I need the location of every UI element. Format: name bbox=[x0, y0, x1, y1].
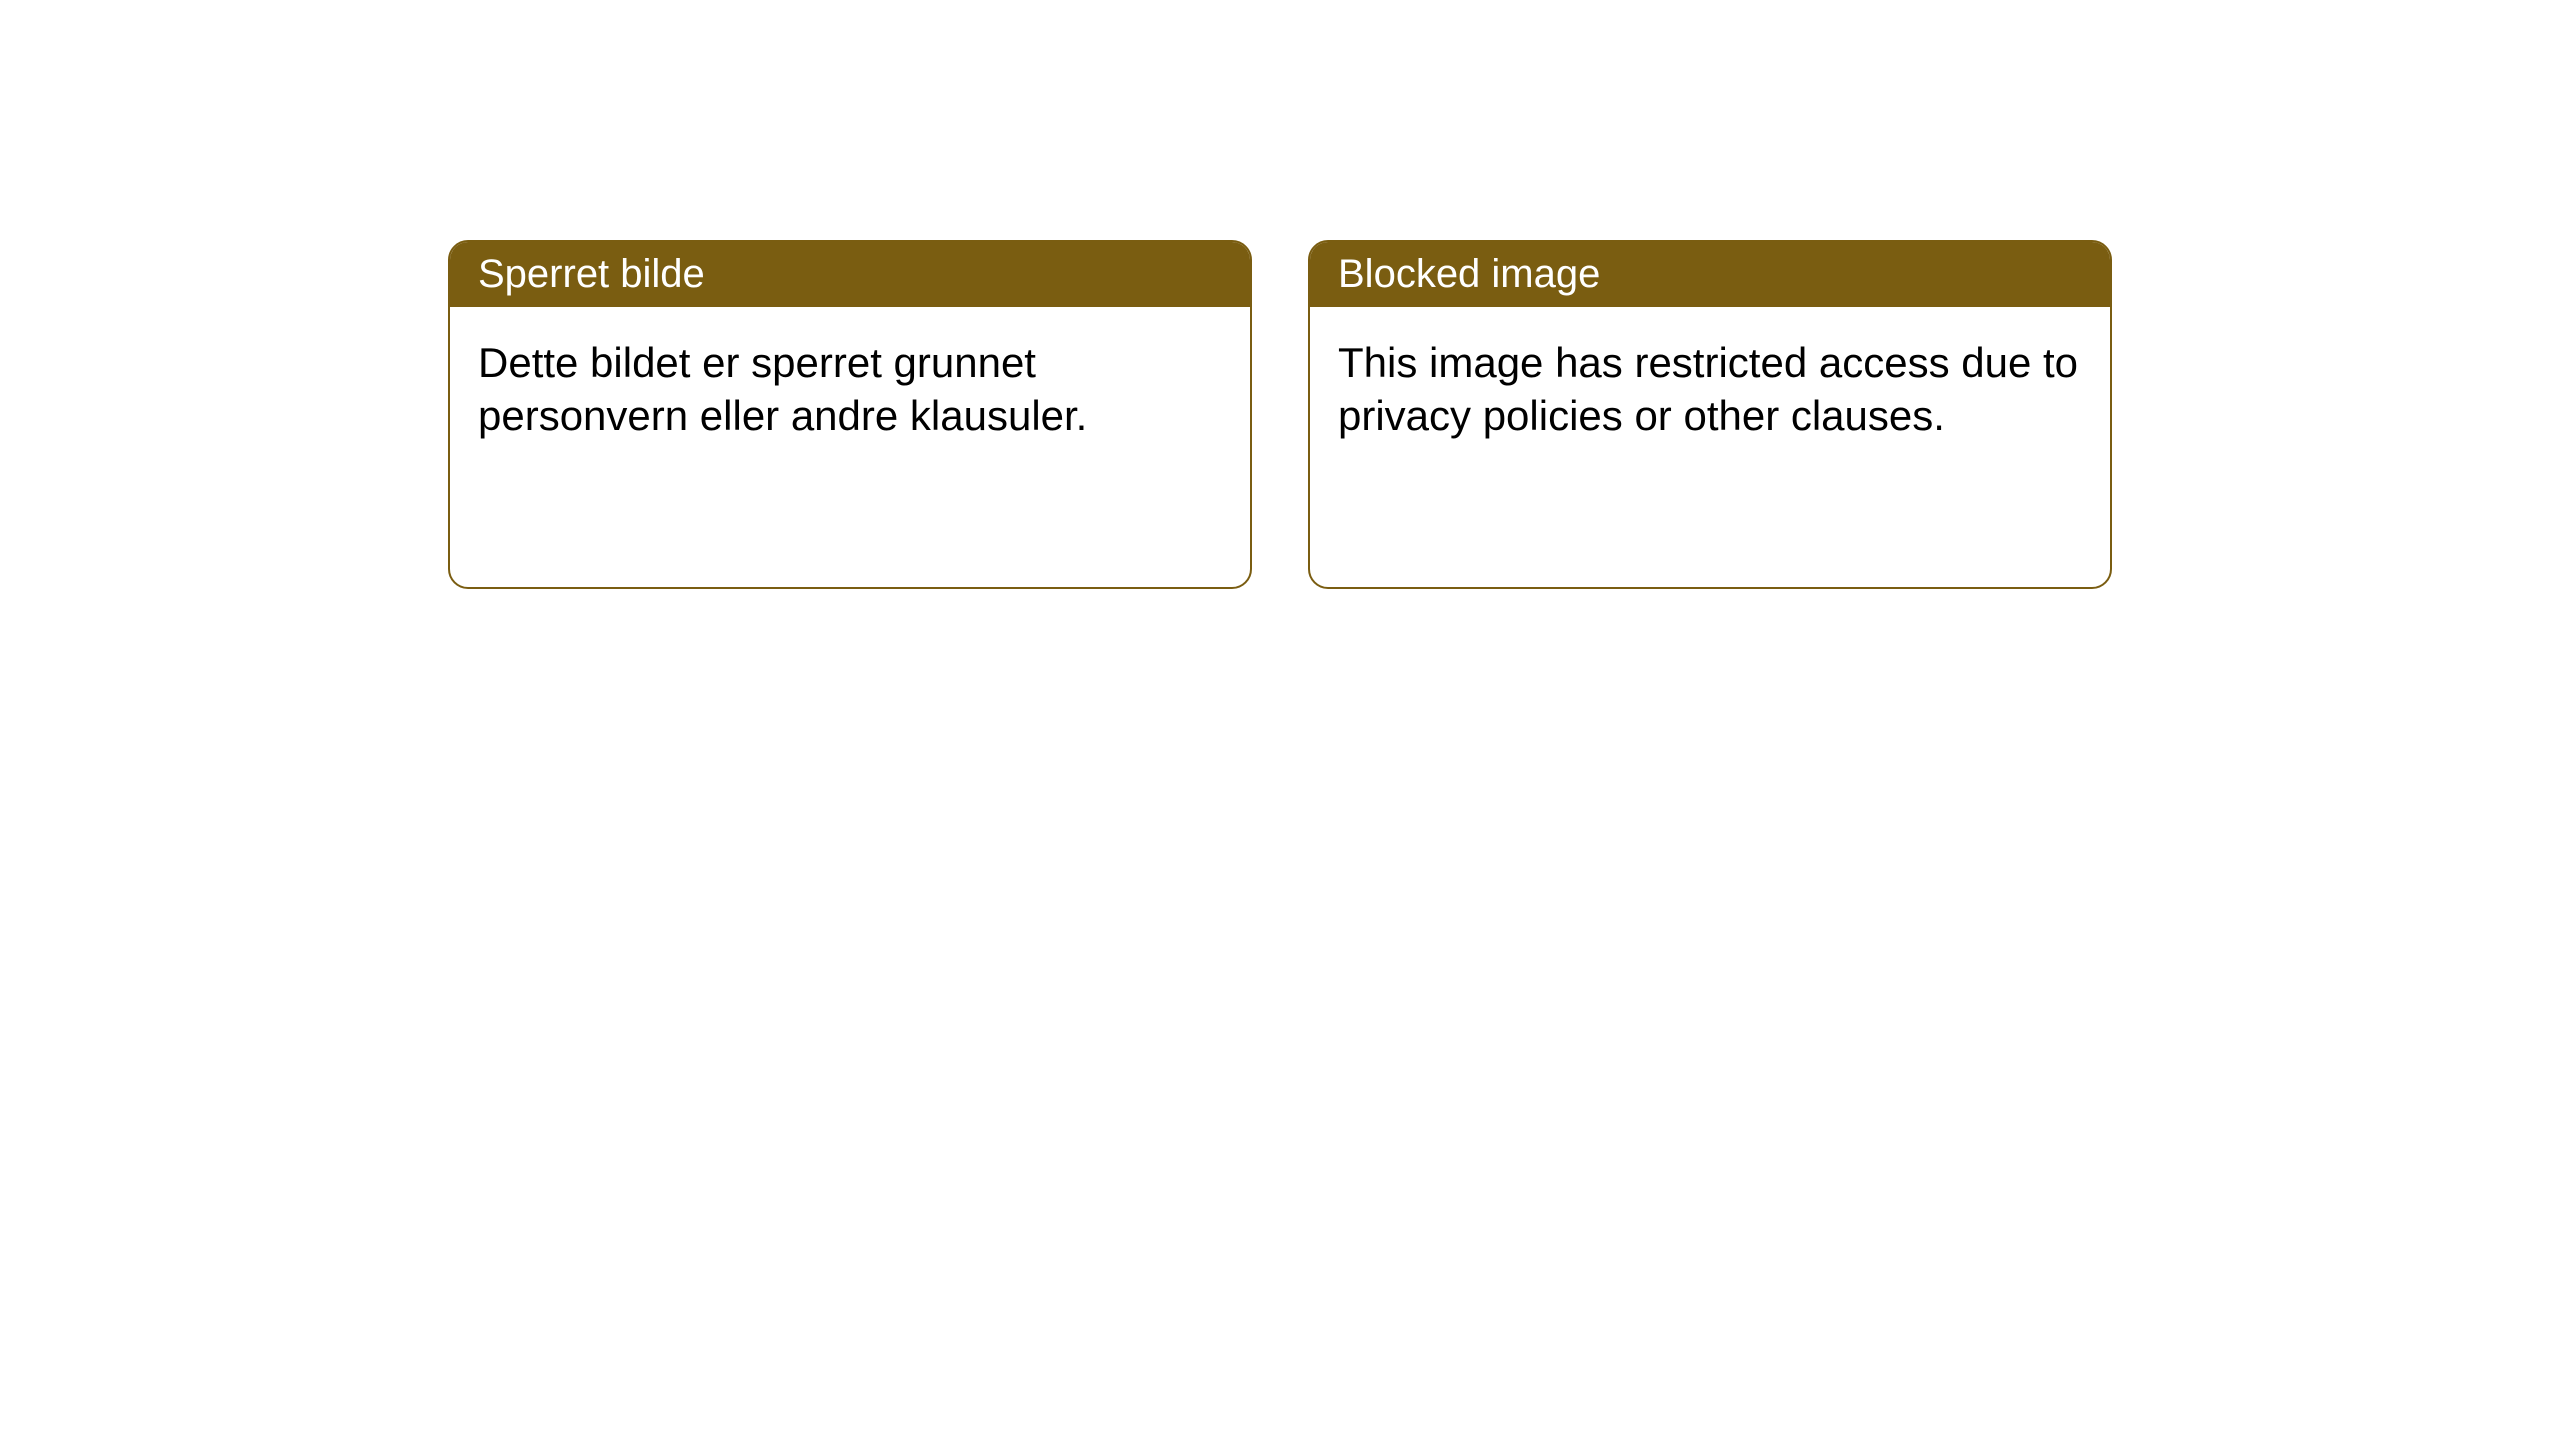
notice-card-header: Blocked image bbox=[1310, 242, 2110, 307]
notice-card-english: Blocked image This image has restricted … bbox=[1308, 240, 2112, 589]
notice-card-norwegian: Sperret bilde Dette bildet er sperret gr… bbox=[448, 240, 1252, 589]
notice-card-header: Sperret bilde bbox=[450, 242, 1250, 307]
notice-card-text: This image has restricted access due to … bbox=[1338, 339, 2078, 439]
notice-container: Sperret bilde Dette bildet er sperret gr… bbox=[0, 0, 2560, 589]
notice-card-title: Sperret bilde bbox=[478, 252, 705, 296]
notice-card-body: Dette bildet er sperret grunnet personve… bbox=[450, 307, 1250, 587]
notice-card-title: Blocked image bbox=[1338, 252, 1600, 296]
notice-card-body: This image has restricted access due to … bbox=[1310, 307, 2110, 587]
notice-card-text: Dette bildet er sperret grunnet personve… bbox=[478, 339, 1087, 439]
